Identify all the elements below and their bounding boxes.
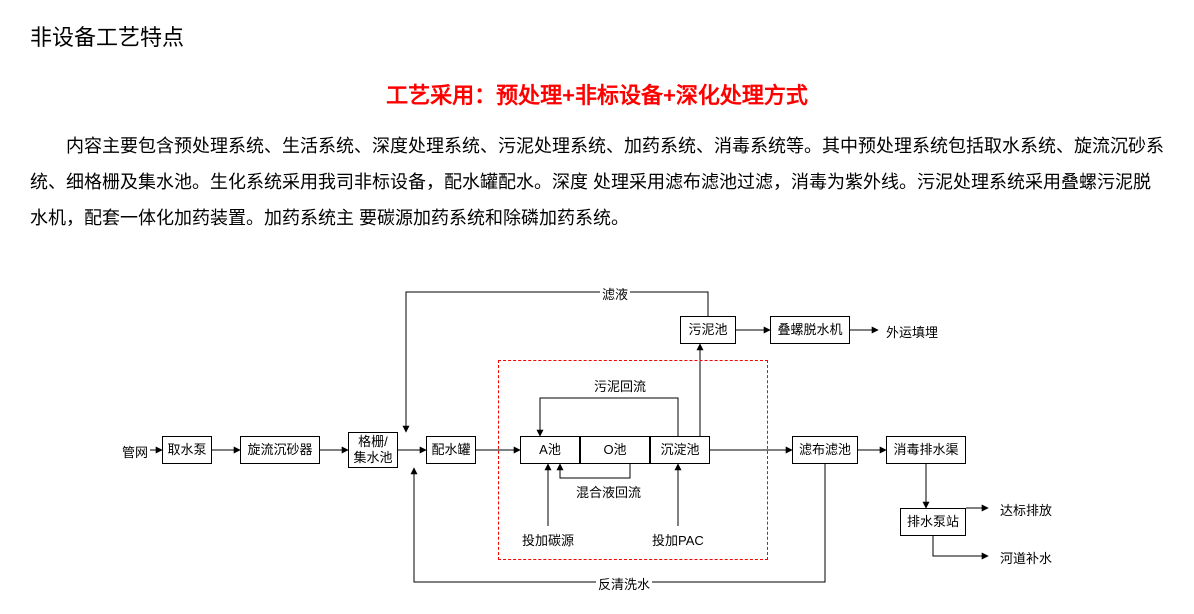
node-screw_dewater: 叠螺脱水机 [770,316,850,344]
label-std_discharge: 达标排放 [998,500,1054,519]
node-sed_tank: 沉淀池 [650,436,710,464]
label-pipe_network: 管网 [120,442,150,461]
node-o_tank: O池 [580,436,650,464]
label-sludge_return: 污泥回流 [592,376,648,395]
node-swirl_sand: 旋流沉砂器 [240,436,320,464]
label-filtrate: 滤液 [600,284,630,303]
node-disinfect_ch: 消毒排水渠 [886,436,966,464]
node-grid_well: 格栅/ 集水池 [348,432,398,468]
label-mix_return: 混合液回流 [574,482,643,501]
node-cloth_filter: 滤布滤池 [792,436,858,464]
process-flow-diagram: 取水泵旋流沉砂器格栅/ 集水池配水罐 A池O池沉淀池 滤布滤池消毒排水渠排水泵站 污泥… [0,290,1194,610]
label-river_supply: 河道补水 [998,548,1054,567]
label-ext_landfill: 外运填埋 [884,322,940,341]
label-add_carbon: 投加碳源 [520,530,576,549]
page-title: 非设备工艺特点 [30,20,184,52]
node-drain_pump_stn: 排水泵站 [900,508,966,536]
label-add_pac: 投加PAC [650,530,706,549]
subtitle: 工艺采用：预处理+非标设备+深化处理方式 [0,78,1194,110]
node-sludge_tank: 污泥池 [680,316,736,344]
description-paragraph: 内容主要包含预处理系统、生活系统、深度处理系统、污泥处理系统、加药系统、消毒系统… [30,128,1164,236]
node-intake_pump: 取水泵 [162,436,212,464]
edge-drain_pump_stn-to-river_supply [933,536,988,556]
label-backwash: 反清洗水 [596,574,652,593]
node-dist_tank: 配水罐 [426,436,476,464]
node-a_tank: A池 [520,436,580,464]
